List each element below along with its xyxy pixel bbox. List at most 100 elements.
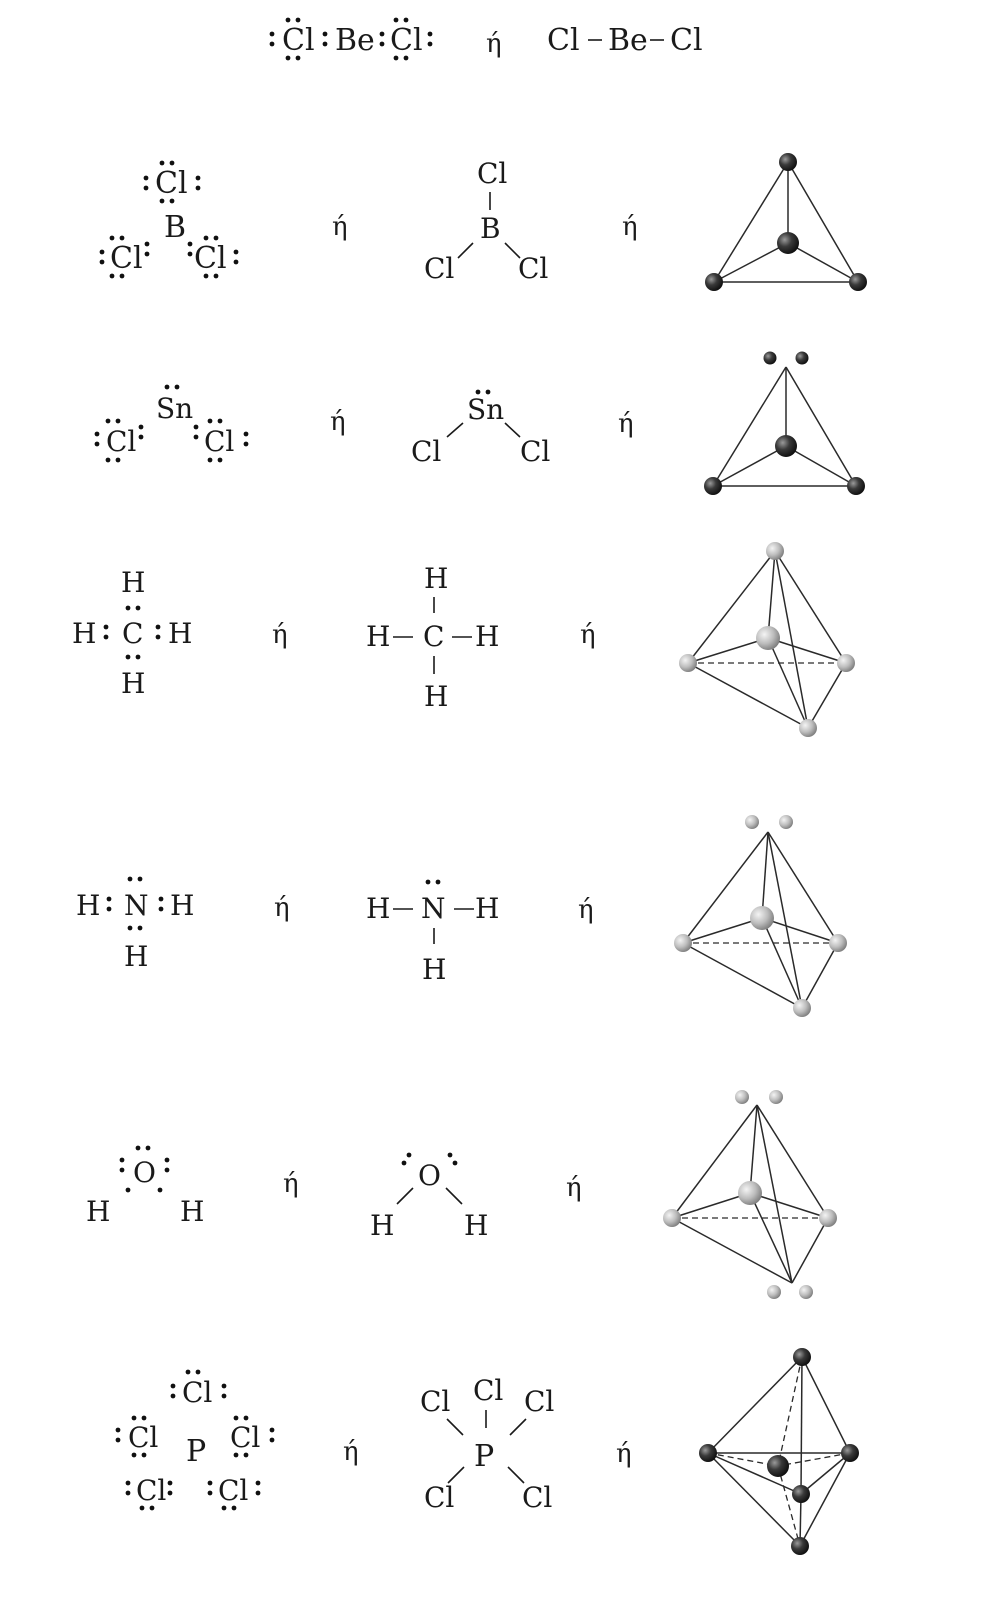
or-label: ή [618, 409, 634, 439]
nh3-lewis: H N H H [76, 876, 194, 973]
atom-cl: Cl [136, 1474, 166, 1507]
peripheral-atom-ball [791, 1537, 809, 1555]
peripheral-atom-ball [837, 654, 855, 672]
atom-cl: Cl [128, 1421, 158, 1454]
or-label: ή [616, 1439, 632, 1469]
atom-h: H [370, 1209, 394, 1242]
atom-cl: Cl [670, 23, 703, 58]
peripheral-atom-ball [847, 477, 865, 495]
atom-cl: Cl [106, 425, 136, 458]
row-bcl3: Cl B Cl Cl ή Cl B [99, 153, 867, 291]
atom-n: N [124, 889, 149, 922]
sncl2-lewis: Sn Cl Cl [94, 384, 249, 463]
row-becl2: Cl Be Cl ή Cl Be Cl [269, 17, 703, 61]
atom-cl: Cl [204, 425, 234, 458]
nh3-structural: H N H H [366, 879, 499, 986]
pcl5-structural: Cl Cl Cl P Cl Cl [420, 1374, 554, 1514]
h2o-lewis: O H H [86, 1145, 204, 1228]
row-pcl5: Cl Cl P Cl Cl Cl [115, 1348, 859, 1555]
ch4-ball-model [679, 542, 855, 737]
atom-h: H [72, 617, 96, 650]
atom-cl: Cl [477, 157, 507, 190]
or-label: ή [343, 1437, 359, 1467]
lone-pair-ball [763, 351, 777, 365]
peripheral-atom-ball [799, 719, 817, 737]
peripheral-atom-ball [841, 1444, 859, 1462]
central-atom-ball [756, 626, 780, 650]
nh3-ball-model [674, 815, 847, 1017]
h2o-ball-model [663, 1090, 837, 1299]
atom-h: H [121, 667, 145, 700]
peripheral-atom-ball [849, 273, 867, 291]
lone-pair-ball [779, 815, 793, 829]
or-label: ή [580, 620, 596, 650]
atom-cl: Cl [411, 435, 441, 468]
electron-dots [103, 605, 161, 660]
atom-h: H [366, 620, 390, 653]
atom-b: B [480, 212, 501, 245]
sncl2-structural: Sn Cl Cl [411, 389, 550, 468]
atom-c: C [122, 617, 143, 650]
peripheral-atom-ball [699, 1444, 717, 1462]
atom-sn: Sn [156, 392, 193, 425]
lone-pair-ball [795, 351, 809, 365]
atom-h: H [475, 620, 499, 653]
central-atom-ball [767, 1455, 789, 1477]
central-atom-ball [738, 1181, 762, 1205]
electron-dots [115, 1369, 275, 1511]
peripheral-atom-ball [705, 273, 723, 291]
row-sncl2: Sn Cl Cl ή Sn Cl Cl ή [94, 351, 865, 495]
atom-h: H [121, 566, 145, 599]
or-label: ή [283, 1169, 299, 1199]
atom-h: H [180, 1195, 204, 1228]
ch4-structural: H H C H H [366, 562, 499, 713]
bcl3-ball-model [705, 153, 867, 291]
atom-b: B [164, 210, 186, 245]
central-atom-ball [750, 906, 774, 930]
lone-pair-ball [767, 1285, 781, 1299]
atom-be: Be [335, 23, 375, 58]
electron-dots [106, 876, 164, 931]
peripheral-atom-ball [793, 999, 811, 1017]
atom-c: C [423, 620, 444, 653]
atom-h: H [366, 892, 390, 925]
electron-dots [119, 1145, 170, 1193]
atom-cl: Cl [155, 166, 188, 201]
atom-cl: Cl [424, 252, 454, 285]
atom-cl: Cl [110, 241, 143, 276]
central-atom-ball [777, 232, 799, 254]
peripheral-atom-ball [829, 934, 847, 952]
row-ch4: H H C H H ή H H C H H ή [72, 542, 855, 737]
atom-h: H [86, 1195, 110, 1228]
peripheral-atom-ball [766, 542, 784, 560]
atom-h: H [168, 617, 192, 650]
atom-h: H [76, 889, 100, 922]
atom-h: H [124, 940, 148, 973]
atom-o: O [418, 1159, 441, 1192]
or-label: ή [486, 29, 502, 59]
atom-h: H [464, 1209, 488, 1242]
peripheral-atom-ball [663, 1209, 681, 1227]
electron-dots [269, 17, 433, 61]
atom-cl: Cl [520, 435, 550, 468]
lone-pair-ball [735, 1090, 749, 1104]
peripheral-atom-ball [819, 1209, 837, 1227]
or-label: ή [274, 893, 290, 923]
atom-o: O [133, 1156, 156, 1189]
lone-pair-ball [745, 815, 759, 829]
atom-sn: Sn [467, 393, 504, 426]
atom-cl: Cl [522, 1481, 552, 1514]
electron-dots [99, 160, 239, 279]
atom-cl: Cl [230, 1421, 260, 1454]
atom-cl: Cl [518, 252, 548, 285]
atom-p: P [186, 1434, 206, 1469]
atom-cl: Cl [182, 1376, 212, 1409]
peripheral-atom-ball [674, 934, 692, 952]
atom-cl: Cl [420, 1385, 450, 1418]
lone-pair-ball [799, 1285, 813, 1299]
atom-cl: Cl [218, 1474, 248, 1507]
atom-n: N [421, 892, 446, 925]
atom-h: H [422, 953, 446, 986]
central-atom-ball [775, 435, 797, 457]
atom-cl: Cl [390, 23, 423, 58]
